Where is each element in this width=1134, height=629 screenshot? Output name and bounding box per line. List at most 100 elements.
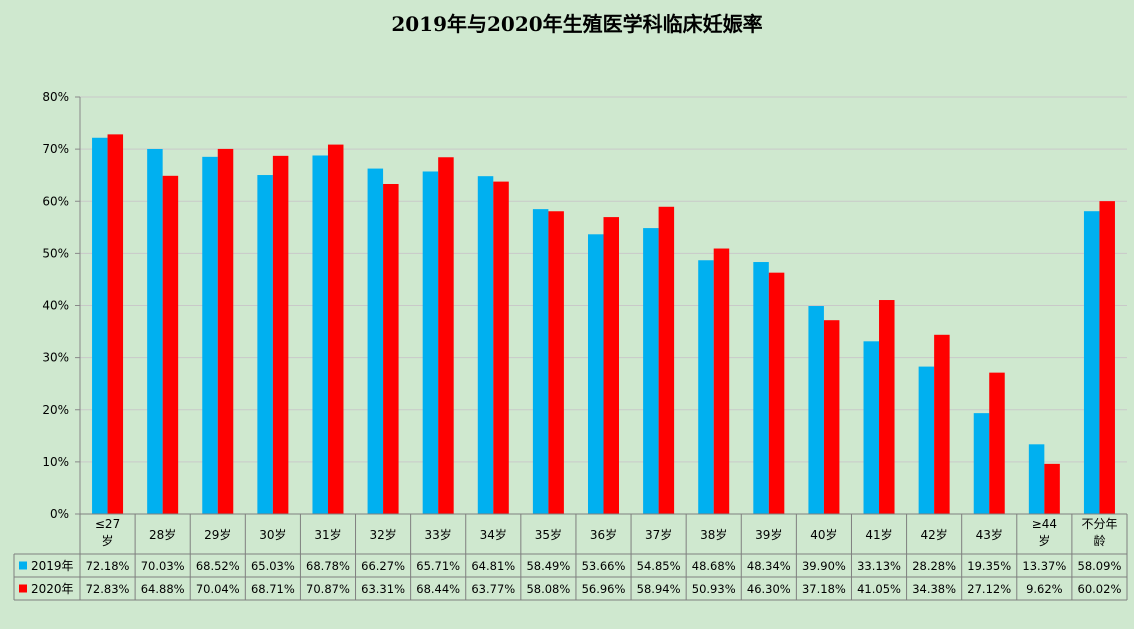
y-tick-label: 20% (42, 403, 69, 417)
y-tick-label: 50% (42, 246, 69, 260)
bar-2019 (477, 176, 494, 515)
data-label: 65.71% (416, 559, 460, 573)
y-tick-label: 0% (50, 507, 69, 521)
data-label: 60.02% (1078, 582, 1122, 596)
bar-2019 (643, 228, 659, 515)
bar-2019 (257, 175, 273, 514)
x-tick-label: ≤27 岁 (95, 517, 120, 548)
x-tick-label: 39岁 (755, 527, 782, 542)
data-label: 70.03% (141, 559, 185, 573)
bar-2019 (588, 234, 604, 515)
bars (92, 134, 1115, 515)
x-tick-label: ≥44 岁 (1032, 517, 1057, 548)
bar-2020 (989, 372, 1005, 514)
x-tick-label: 43岁 (976, 527, 1003, 542)
data-label: 54.85% (637, 559, 681, 573)
data-label: 27.12% (967, 582, 1011, 596)
data-label: 56.96% (582, 582, 626, 596)
x-tick-label: 28岁 (149, 527, 176, 542)
data-label: 68.78% (306, 559, 350, 573)
bar-2019 (92, 137, 108, 514)
y-tick-label: 10% (42, 455, 69, 469)
x-tick-label: 42岁 (920, 527, 947, 542)
data-label: 58.49% (526, 559, 570, 573)
bar-2020 (603, 217, 619, 514)
bar-2020 (658, 206, 675, 514)
bar-2019 (973, 413, 990, 514)
y-axis: 0% 10% 20% 30% 40% 50% 60% 70% 80% (42, 90, 81, 521)
bar-2019 (367, 168, 384, 514)
data-label: 70.04% (196, 582, 240, 596)
data-table: ≤27 岁 28岁 29岁 30岁 31岁 32岁 33岁 34岁 35岁 36岁 37岁 38岁 39岁… (13, 513, 1128, 601)
x-tick-label: 34岁 (480, 527, 507, 542)
legend-swatch (19, 584, 27, 593)
bar-2020 (107, 134, 124, 514)
data-label: 58.08% (526, 582, 570, 596)
y-tick-label: 30% (42, 351, 69, 365)
data-label: 64.88% (141, 582, 185, 596)
bar-2020 (162, 175, 179, 515)
bar-2019 (698, 260, 714, 514)
data-label: 33.13% (857, 559, 901, 573)
data-label: 70.87% (306, 582, 350, 596)
y-tick-label: 40% (42, 299, 69, 313)
data-label: 41.05% (857, 582, 901, 596)
bar-2020 (383, 183, 399, 514)
bar-2020 (934, 334, 950, 514)
data-label: 65.03% (251, 559, 295, 573)
y-tick-label: 70% (42, 142, 69, 156)
bar-2020 (272, 155, 289, 514)
x-tick-label: 31岁 (314, 527, 341, 542)
bar-2019 (312, 155, 328, 514)
data-label: 39.90% (802, 559, 846, 573)
data-label: 50.93% (692, 582, 736, 596)
chart-title: 2019年与2020年生殖医学科临床妊娠率 (391, 12, 762, 36)
data-label: 63.77% (471, 582, 515, 596)
bar-2020 (327, 144, 344, 514)
x-tick-label: 35岁 (535, 527, 562, 542)
x-tick-label: 29岁 (204, 527, 231, 542)
data-label: 68.71% (251, 582, 295, 596)
bar-2020 (713, 248, 730, 514)
data-label: 72.83% (86, 582, 130, 596)
x-tick-label: 32岁 (369, 527, 396, 542)
x-tick-label: 33岁 (425, 527, 452, 542)
bar-2020 (823, 320, 840, 514)
bar-2019 (1028, 444, 1045, 514)
x-tick-label: 37岁 (645, 527, 672, 542)
x-tick-label: 38岁 (700, 527, 727, 542)
bar-2019 (422, 171, 439, 514)
bar-2020 (879, 300, 895, 514)
x-tick-label: 40岁 (810, 527, 837, 542)
bar-2019 (808, 306, 824, 514)
data-label: 48.68% (692, 559, 736, 573)
data-label: 72.18% (86, 559, 130, 573)
bar-2020 (768, 272, 785, 514)
legend-label: 2019年 (31, 559, 74, 573)
y-tick-label: 60% (42, 194, 69, 208)
bar-2019 (753, 262, 769, 514)
bar-2019 (1083, 211, 1100, 514)
data-label: 68.52% (196, 559, 240, 573)
data-label: 58.94% (637, 582, 681, 596)
bar-2019 (202, 156, 218, 515)
legend-swatch (19, 561, 27, 570)
x-tick-label: 30岁 (259, 527, 286, 542)
data-label: 9.62% (1026, 582, 1063, 596)
data-label: 46.30% (747, 582, 791, 596)
data-label: 13.37% (1022, 559, 1066, 573)
x-tick-label: 41岁 (865, 527, 892, 542)
data-label: 68.44% (416, 582, 460, 596)
data-label: 48.34% (747, 559, 791, 573)
x-tick-label: 36岁 (590, 527, 617, 542)
legend-label: 2020年 (31, 582, 74, 596)
data-label: 58.09% (1078, 559, 1122, 573)
data-label: 28.28% (912, 559, 956, 573)
y-tick-label: 80% (42, 90, 69, 104)
x-tick-label: 不分年龄 (1081, 517, 1117, 548)
bar-2019 (863, 341, 880, 514)
data-label: 34.38% (912, 582, 956, 596)
data-label: 63.31% (361, 582, 405, 596)
data-label: 19.35% (967, 559, 1011, 573)
bar-2020 (1044, 463, 1060, 514)
